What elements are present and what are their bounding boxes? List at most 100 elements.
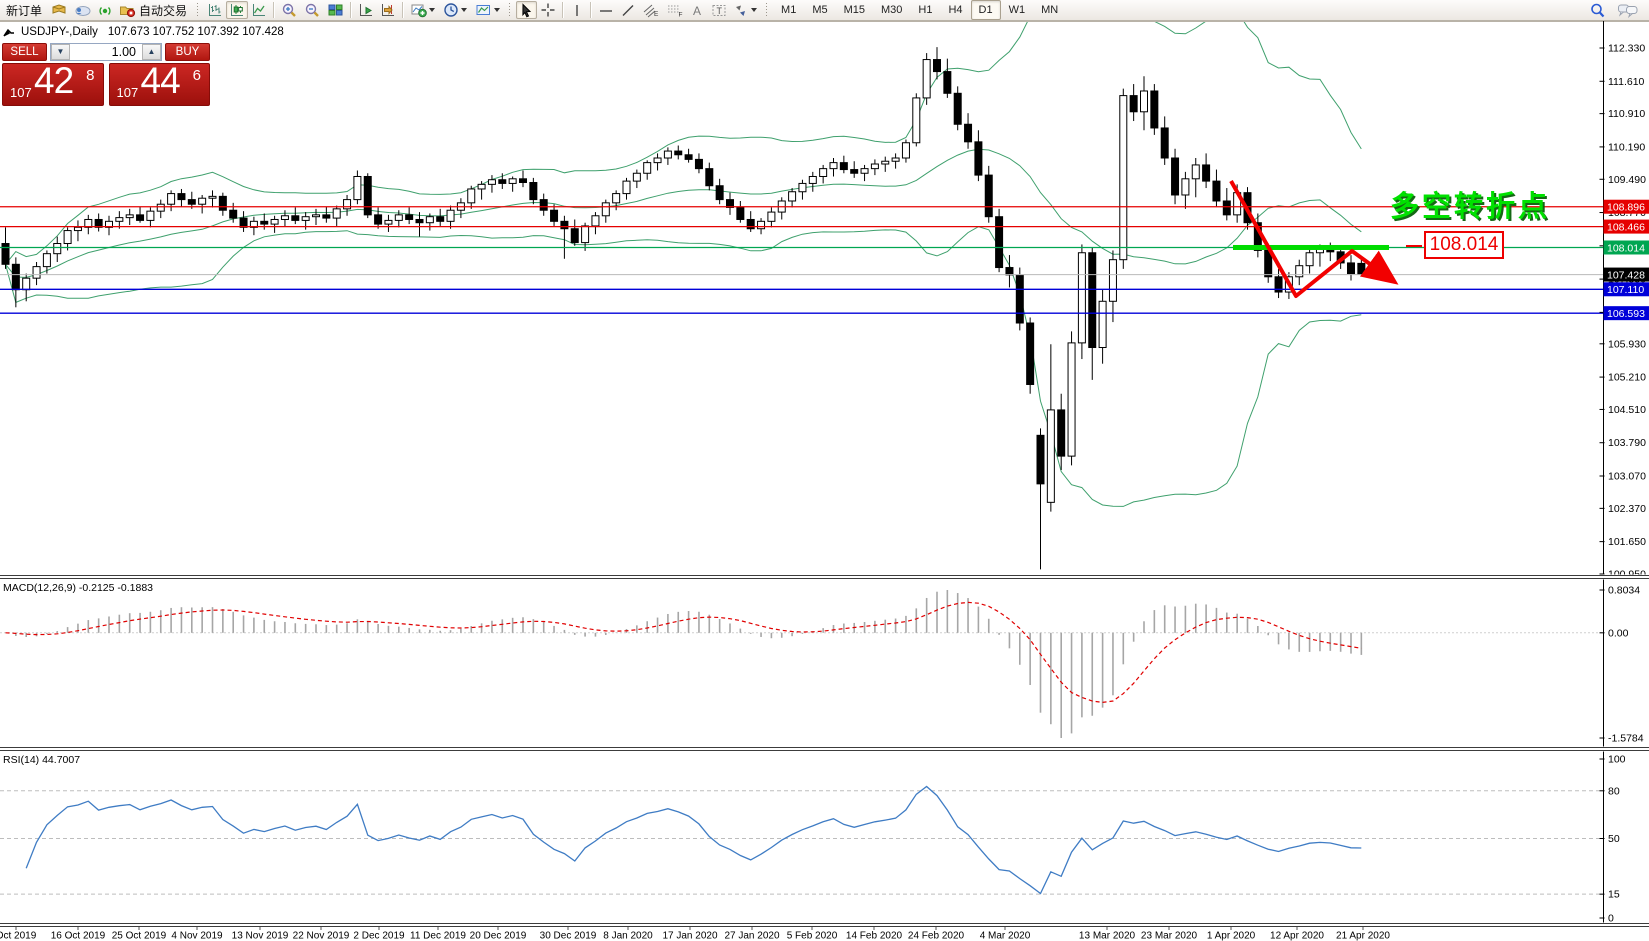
date-tick: 27 Jan 2020 bbox=[724, 931, 779, 941]
price-tick: 110.910 bbox=[1608, 108, 1645, 120]
zoom-in-icon bbox=[282, 3, 296, 17]
date-tick: 12 Apr 2020 bbox=[1270, 931, 1324, 941]
candlestick bbox=[860, 168, 869, 174]
candlestick bbox=[964, 123, 973, 143]
candlestick bbox=[63, 230, 72, 245]
candlestick bbox=[1347, 262, 1355, 275]
market-watch-button[interactable] bbox=[48, 1, 70, 19]
candlestick bbox=[1305, 252, 1314, 267]
toolbar-drag-handle[interactable] bbox=[508, 3, 514, 17]
zoom-in-button[interactable] bbox=[278, 1, 301, 19]
candlestick bbox=[974, 141, 983, 176]
candlestick bbox=[550, 209, 559, 222]
sell-price-panel[interactable]: 107 42 8 bbox=[2, 60, 104, 106]
support-level-bar[interactable] bbox=[1233, 244, 1389, 250]
timeframe-button-m30[interactable]: M30 bbox=[881, 4, 903, 16]
buy-button[interactable]: BUY bbox=[165, 43, 210, 61]
timeframe-button-m5[interactable]: M5 bbox=[812, 4, 828, 16]
sell-price-point: 8 bbox=[86, 67, 95, 84]
lot-decrease-button[interactable]: ▼ bbox=[51, 44, 70, 60]
text-icon: A bbox=[693, 4, 701, 18]
auto-scroll-button[interactable] bbox=[355, 1, 377, 19]
line-chart-button[interactable] bbox=[248, 1, 270, 19]
price-badge-value: 108.896 bbox=[1607, 202, 1645, 214]
arrows-dropdown-caret[interactable] bbox=[751, 8, 758, 12]
timeframe-button-m1[interactable]: M1 bbox=[781, 4, 797, 16]
candlestick-chart-button[interactable] bbox=[226, 1, 249, 19]
periods-button[interactable] bbox=[440, 1, 472, 19]
date-tick: 8 Jan 2020 bbox=[603, 931, 653, 941]
tile-windows-button[interactable] bbox=[324, 1, 347, 19]
price-badge-value: 106.593 bbox=[1607, 308, 1645, 320]
candlestick bbox=[591, 215, 600, 227]
price-tick: 102.370 bbox=[1608, 503, 1646, 515]
vertical-line-tool-button[interactable] bbox=[567, 1, 587, 19]
channel-tool-button[interactable]: E bbox=[639, 1, 663, 19]
autotrading-button[interactable]: 自动交易 bbox=[116, 1, 193, 19]
timeframe-group: M1 M5 M15 M30 H1 H4 D1 W1 MN bbox=[773, 0, 1066, 20]
signals-button[interactable] bbox=[94, 1, 116, 19]
toolbar-drag-handle[interactable] bbox=[196, 3, 202, 17]
sell-button[interactable]: SELL bbox=[2, 43, 47, 61]
candlestick bbox=[1274, 276, 1283, 293]
candlestick bbox=[187, 199, 196, 205]
price-badge bbox=[1603, 219, 1649, 234]
candlestick bbox=[519, 178, 527, 184]
candlestick bbox=[870, 163, 879, 170]
candlestick bbox=[487, 179, 496, 185]
candlestick bbox=[570, 228, 579, 244]
toolbar-separator bbox=[273, 2, 276, 18]
horizontal-line-tool-button[interactable] bbox=[595, 1, 617, 19]
timeframe-button-mn[interactable]: MN bbox=[1041, 4, 1059, 16]
autotrading-label: 自动交易 bbox=[139, 3, 188, 18]
trendline-tool-button[interactable] bbox=[617, 1, 639, 19]
search-icon[interactable] bbox=[1589, 2, 1607, 19]
turning-point-annotation: 多空转折点 bbox=[1390, 191, 1551, 223]
candlestick bbox=[622, 180, 631, 195]
templates-button[interactable] bbox=[472, 1, 505, 19]
text-tool-button[interactable]: A bbox=[687, 1, 708, 19]
new-order-button[interactable]: 新订单 bbox=[0, 1, 48, 19]
toolbar-drag-handle[interactable] bbox=[765, 3, 771, 17]
community-button[interactable] bbox=[70, 1, 94, 19]
indicators-button[interactable] bbox=[407, 1, 440, 19]
timeframe-button-m15[interactable]: M15 bbox=[843, 4, 865, 16]
buy-price-panel[interactable]: 107 44 6 bbox=[108, 60, 210, 106]
trend-arrow[interactable] bbox=[1229, 180, 1399, 298]
fibonacci-tool-button[interactable]: F bbox=[663, 1, 687, 19]
candlestick bbox=[901, 142, 910, 159]
cursor-tool-button[interactable] bbox=[516, 1, 538, 19]
timeframe-button-w1[interactable]: W1 bbox=[1008, 4, 1026, 16]
lot-size-value[interactable]: 1.00 bbox=[111, 45, 136, 59]
crosshair-tool-button[interactable] bbox=[537, 1, 559, 19]
line-chart-icon bbox=[253, 4, 266, 16]
chat-icon[interactable] bbox=[1617, 2, 1639, 18]
candlestick bbox=[1191, 164, 1200, 180]
timeframe-button-h4[interactable]: H4 bbox=[948, 4, 963, 16]
chart-shift-button[interactable] bbox=[377, 1, 399, 19]
candlestick bbox=[125, 214, 134, 219]
equidistant-channel-icon: E bbox=[643, 4, 659, 18]
indicators-dropdown-caret[interactable] bbox=[429, 8, 436, 12]
candlestick bbox=[1067, 342, 1076, 457]
candlestick bbox=[42, 253, 51, 268]
bar-chart-button[interactable] bbox=[204, 1, 226, 19]
toolbar-separator bbox=[590, 2, 593, 18]
timeframe-button-d1[interactable]: D1 bbox=[970, 0, 1001, 20]
candlestick bbox=[270, 218, 279, 225]
candlestick bbox=[581, 225, 590, 244]
lot-size-field: ▼ 1.00 ▲ bbox=[50, 43, 162, 61]
periods-dropdown-caret[interactable] bbox=[461, 8, 468, 12]
label-tool-button[interactable]: T bbox=[708, 1, 730, 19]
macd-signal-line bbox=[5, 601, 1362, 704]
templates-dropdown-caret[interactable] bbox=[494, 8, 501, 12]
candlestick bbox=[363, 175, 372, 216]
arrows-tool-button[interactable] bbox=[730, 1, 762, 19]
timeframe-button-h1[interactable]: H1 bbox=[918, 4, 933, 16]
candlestick bbox=[819, 168, 828, 177]
macd-indicator-label: MACD(12,26,9) -0.2125 -0.1883 bbox=[3, 582, 153, 594]
lot-increase-button[interactable]: ▲ bbox=[142, 44, 161, 60]
rsi-tick: 100 bbox=[1608, 754, 1626, 766]
zoom-out-button[interactable] bbox=[301, 1, 324, 19]
